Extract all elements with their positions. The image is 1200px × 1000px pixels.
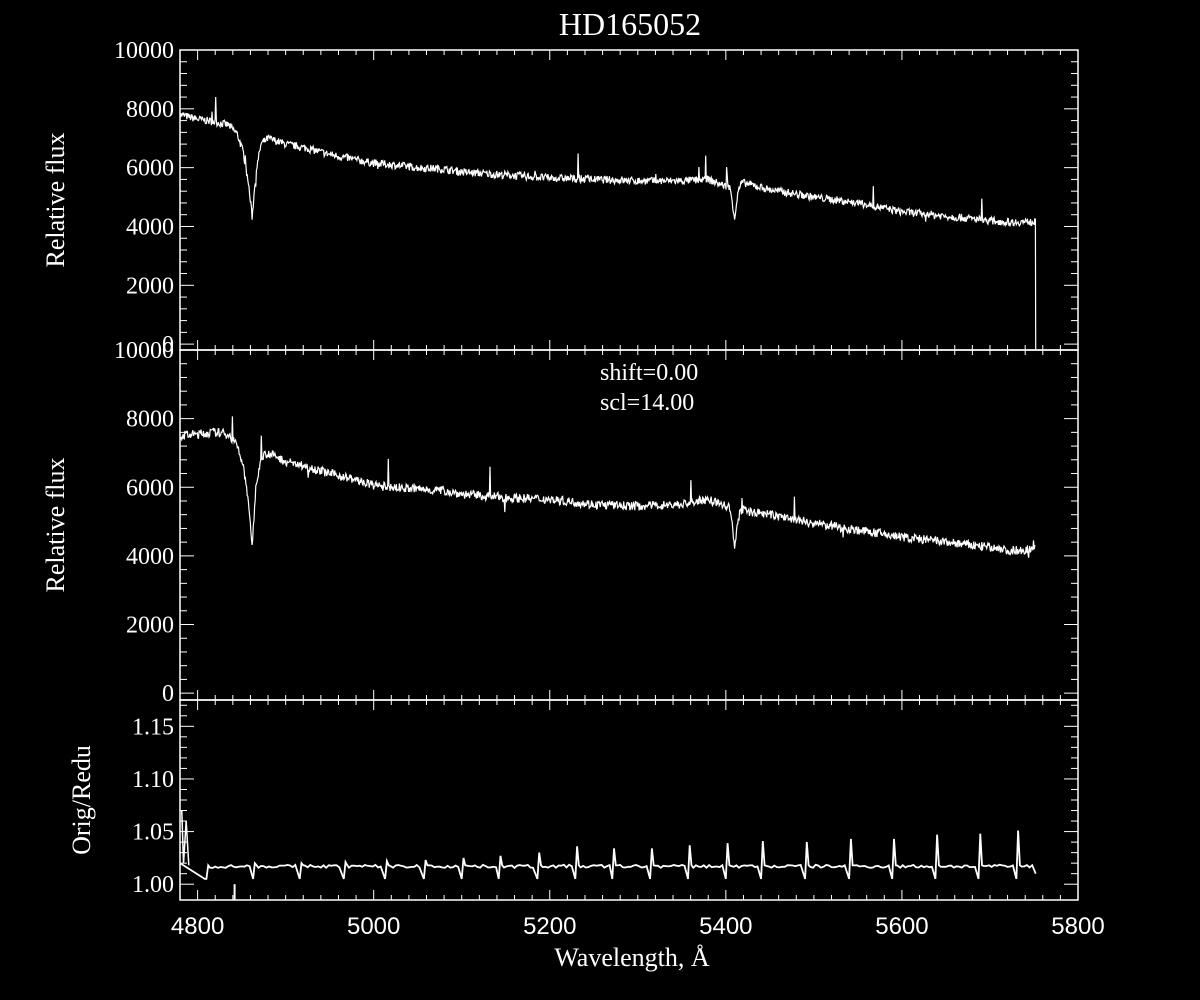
x-tick-label: 4800 bbox=[171, 913, 224, 940]
y-tick-label: 2000 bbox=[126, 613, 174, 639]
middle-flux-panel: Relative flux shift=0.00 scl=14.00 0 2000… bbox=[41, 338, 1079, 707]
ratio-line bbox=[179, 830, 1037, 880]
chart-title: HD165052 bbox=[559, 6, 701, 42]
ratio-y-axis-label: Orig/Redu bbox=[67, 745, 96, 855]
ratio-edge-spike bbox=[181, 810, 190, 866]
y-tick-label: 8000 bbox=[126, 407, 174, 433]
y-tick-label: 1.10 bbox=[132, 767, 174, 793]
y-tick-label: 6000 bbox=[126, 475, 174, 501]
flux-spectrum-line bbox=[179, 416, 1036, 558]
y-tick-label: 10000 bbox=[114, 338, 174, 364]
x-tick-label: 5400 bbox=[699, 913, 752, 940]
y-tick-label: 0 bbox=[162, 681, 174, 707]
x-tick-label: 5800 bbox=[1051, 913, 1104, 940]
top-flux-panel: Relative flux 0 2000 4000 6000 8000 10000 bbox=[41, 38, 1079, 358]
shift-annotation: shift=0.00 bbox=[600, 360, 698, 386]
y-tick-label: 1.15 bbox=[132, 714, 174, 740]
y-tick-label: 4000 bbox=[126, 544, 174, 570]
y-tick-label: 4000 bbox=[126, 214, 174, 240]
y-tick-label: 10000 bbox=[114, 38, 174, 64]
x-tick-label: 5000 bbox=[347, 913, 400, 940]
ratio-panel: Orig/Redu Wavelength, Å 1.00 1.05 1.10 1.15… bbox=[67, 699, 1105, 972]
y-tick-label: 1.05 bbox=[132, 820, 174, 846]
y-tick-label: 6000 bbox=[126, 156, 174, 182]
scale-annotation: scl=14.00 bbox=[600, 390, 694, 416]
middle-y-axis-label: Relative flux bbox=[41, 457, 70, 592]
top-y-axis-label: Relative flux bbox=[41, 132, 70, 267]
x-tick-label: 5200 bbox=[523, 913, 576, 940]
y-tick-label: 2000 bbox=[126, 273, 174, 299]
y-tick-label: 1.00 bbox=[132, 872, 174, 898]
y-tick-label: 8000 bbox=[126, 97, 174, 123]
x-axis-label: Wavelength, Å bbox=[554, 943, 710, 972]
y-tick-label: 0 bbox=[162, 332, 174, 358]
x-tick-label: 5600 bbox=[875, 913, 928, 940]
flux-spectrum-line bbox=[179, 96, 1037, 350]
